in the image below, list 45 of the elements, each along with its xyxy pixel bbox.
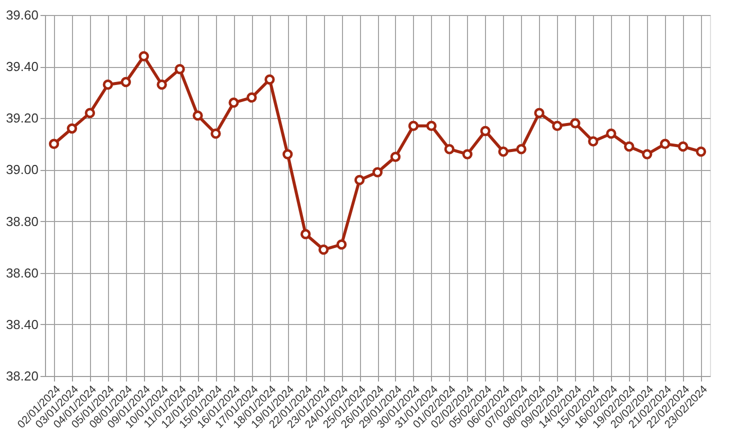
- point: [552, 120, 562, 131]
- y-tick-label: 38.60: [6, 265, 38, 280]
- y-tick-label: 39.20: [6, 110, 38, 126]
- point: [120, 76, 131, 88]
- y-tick-label: 39.40: [6, 59, 38, 74]
- point: [660, 138, 670, 150]
- point: [48, 138, 60, 150]
- point: [624, 141, 634, 152]
- point: [480, 126, 490, 136]
- point: [102, 80, 114, 90]
- y-tick-label: 39.60: [6, 8, 38, 22]
- point: [588, 136, 598, 146]
- point: [138, 51, 149, 62]
- point: [354, 174, 365, 186]
- point: [282, 149, 293, 160]
- point: [174, 64, 185, 74]
- point: [228, 98, 239, 108]
- point: [156, 80, 167, 90]
- point: [570, 118, 580, 128]
- point: [84, 108, 96, 118]
- point: [372, 167, 383, 178]
- point: [192, 110, 203, 121]
- y-tick-label: 39.00: [6, 162, 38, 178]
- point: [516, 144, 526, 154]
- y-tick-label: 38.80: [6, 214, 38, 229]
- point: [606, 128, 616, 139]
- point: [336, 239, 347, 250]
- point: [300, 229, 311, 240]
- point: [210, 128, 221, 139]
- point: [444, 144, 455, 154]
- point: [696, 146, 706, 157]
- point: [246, 92, 257, 103]
- point: [534, 108, 544, 118]
- point: [390, 152, 401, 162]
- point: [498, 146, 508, 157]
- point: [318, 244, 329, 255]
- point: [462, 149, 472, 160]
- point: [426, 120, 437, 131]
- point: [66, 123, 78, 134]
- y-tick-label: 38.40: [6, 316, 38, 332]
- point: [408, 120, 419, 131]
- point: [642, 149, 652, 160]
- point: [264, 74, 275, 85]
- point: [678, 141, 688, 152]
- y-tick-label: 38.20: [6, 368, 38, 384]
